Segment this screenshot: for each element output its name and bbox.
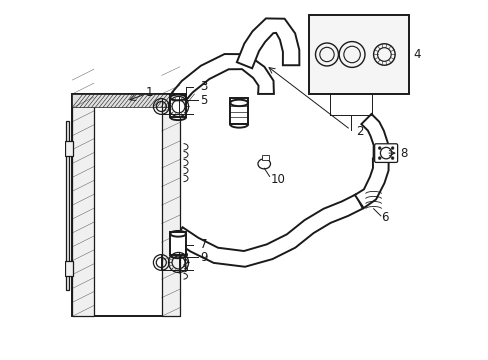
FancyBboxPatch shape — [374, 144, 397, 162]
Bar — [170, 94, 185, 117]
Bar — [72, 94, 94, 316]
Bar — [162, 94, 180, 316]
Bar — [72, 94, 180, 316]
Polygon shape — [236, 18, 299, 68]
Bar — [65, 261, 73, 276]
Text: 9: 9 — [200, 251, 207, 264]
Circle shape — [390, 157, 393, 159]
Text: 5: 5 — [200, 94, 207, 107]
Bar — [308, 15, 408, 94]
Circle shape — [378, 157, 380, 159]
Text: 3: 3 — [200, 80, 207, 93]
Text: 2: 2 — [355, 125, 363, 138]
Text: 8: 8 — [399, 147, 407, 159]
Bar — [65, 141, 73, 156]
Polygon shape — [172, 54, 273, 103]
Polygon shape — [361, 114, 387, 158]
Bar — [230, 98, 247, 125]
Polygon shape — [173, 194, 362, 267]
Bar — [72, 94, 180, 107]
Bar — [66, 121, 69, 289]
Circle shape — [390, 147, 393, 149]
Text: 4: 4 — [413, 48, 420, 61]
Bar — [170, 232, 185, 255]
Bar — [262, 154, 268, 159]
Circle shape — [378, 147, 380, 149]
Text: 7: 7 — [200, 238, 207, 251]
Polygon shape — [354, 158, 388, 208]
Text: 1: 1 — [145, 86, 153, 99]
Text: 6: 6 — [381, 211, 388, 224]
Text: 10: 10 — [270, 173, 285, 186]
